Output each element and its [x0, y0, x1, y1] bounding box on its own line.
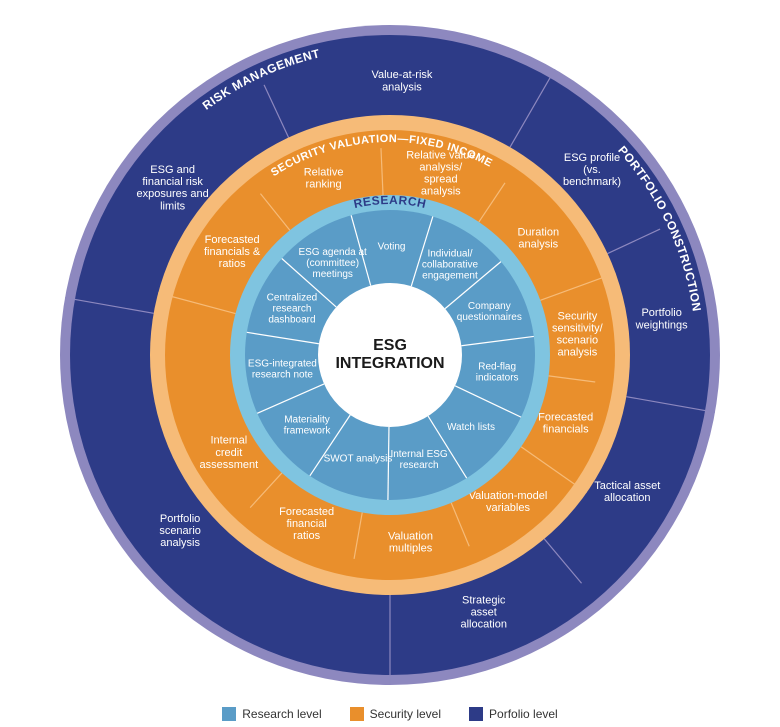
- security-item: Valuationmultiples: [388, 530, 433, 554]
- research-item: Voting: [378, 241, 406, 252]
- research-item: Centralizedresearchdashboard: [267, 292, 318, 325]
- legend-item-portfolio: Porfolio level: [469, 707, 558, 721]
- radial-chart-svg: SCENARIO ANALYSISPortfolioscenarioanalys…: [0, 0, 780, 700]
- research-item: ESG-integratedresearch note: [248, 358, 317, 380]
- legend-item-security: Security level: [350, 707, 441, 721]
- legend: Research level Security level Porfolio l…: [0, 707, 780, 721]
- research-item: Materialityframework: [284, 414, 332, 436]
- legend-label: Research level: [242, 707, 321, 721]
- legend-label: Security level: [370, 707, 441, 721]
- security-item: Securitysensitivity/scenarioanalysis: [552, 310, 604, 358]
- research-item: Individual/collaborativeengagement: [422, 248, 479, 281]
- portfolio-item: Tactical assetallocation: [594, 480, 660, 504]
- security-item: Forecastedfinancials: [538, 411, 593, 435]
- research-item: Watch lists: [447, 422, 495, 433]
- portfolio-item: Portfolioweightings: [635, 307, 688, 331]
- security-item: Durationanalysis: [517, 226, 559, 250]
- research-item: SWOT analysis: [324, 453, 393, 464]
- legend-item-research: Research level: [222, 707, 321, 721]
- portfolio-item: Portfolioscenarioanalysis: [159, 513, 201, 549]
- legend-swatch-portfolio: [469, 707, 483, 721]
- security-item: Relativeranking: [304, 166, 344, 190]
- legend-label: Porfolio level: [489, 707, 558, 721]
- legend-swatch-research: [222, 707, 236, 721]
- esg-integration-radial-diagram: SCENARIO ANALYSISPortfolioscenarioanalys…: [0, 0, 780, 727]
- research-item: Red-flagindicators: [476, 361, 519, 383]
- legend-swatch-security: [350, 707, 364, 721]
